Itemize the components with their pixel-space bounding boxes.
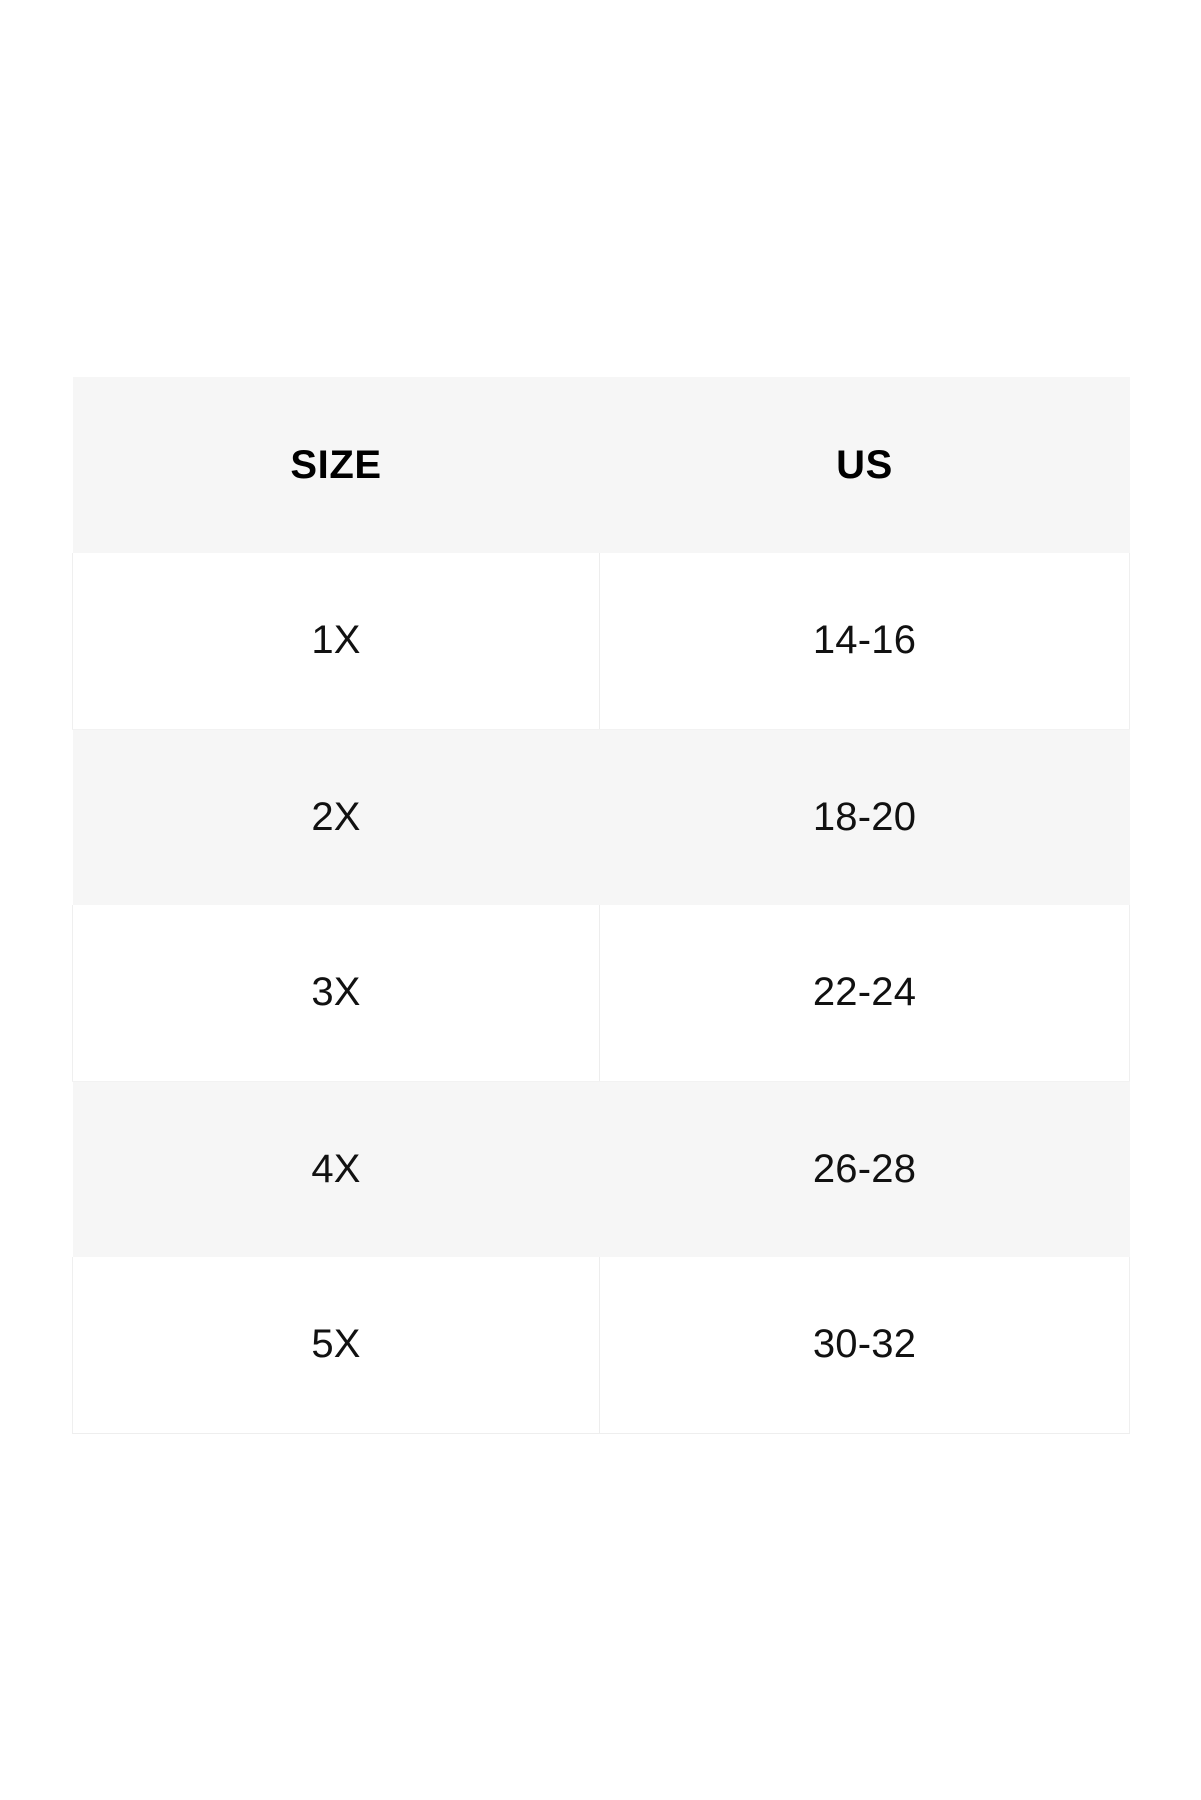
cell-size: 1X [72,553,600,730]
table-header: SIZE US [72,377,1130,553]
size-conversion-table: SIZE US 1X 14-16 2X 18-20 3X 22-24 4X 26… [72,377,1130,1434]
table-row: 4X 26-28 [72,1081,1130,1257]
cell-size: 5X [72,1257,600,1434]
cell-us: 14-16 [599,553,1130,730]
table-row: 2X 18-20 [72,729,1130,905]
cell-us: 26-28 [599,1081,1130,1257]
table-row: 1X 14-16 [72,553,1130,730]
cell-us: 22-24 [599,905,1130,1082]
table-body: 1X 14-16 2X 18-20 3X 22-24 4X 26-28 5X 3… [72,553,1130,1434]
cell-us: 18-20 [599,729,1130,905]
column-header-us: US [599,377,1130,553]
table-row: 3X 22-24 [72,905,1130,1082]
cell-size: 4X [72,1081,600,1257]
column-header-size: SIZE [72,377,600,553]
cell-size: 3X [72,905,600,1082]
cell-size: 2X [72,729,600,905]
cell-us: 30-32 [599,1257,1130,1434]
table-row: 5X 30-32 [72,1257,1130,1434]
table-header-row: SIZE US [72,377,1130,553]
